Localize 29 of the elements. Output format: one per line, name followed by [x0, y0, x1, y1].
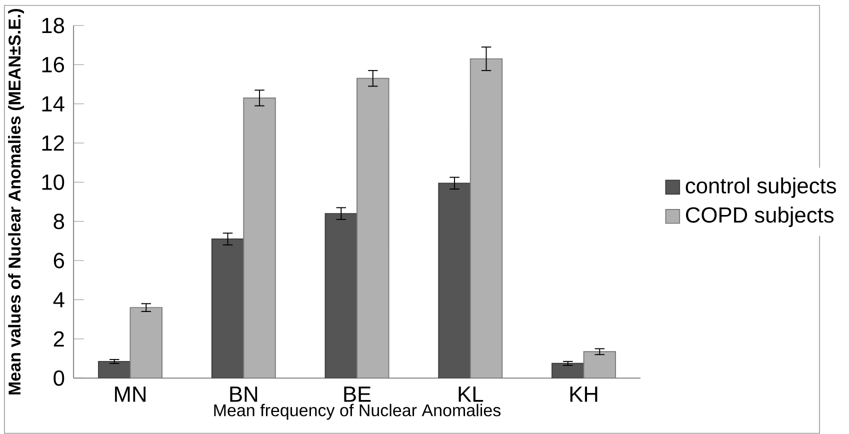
bar — [438, 182, 471, 378]
y-tick-label: 12 — [42, 135, 64, 151]
y-axis-title: Mean values of Nuclear Anomalies (MEAN±S.E.) — [8, 9, 24, 394]
x-tick-label: KH — [570, 386, 598, 402]
y-tick-label: 4 — [53, 292, 64, 308]
x-tick-label: KL — [458, 386, 484, 402]
y-tick-label: 2 — [54, 331, 64, 347]
bar — [98, 361, 131, 378]
bar — [324, 213, 358, 378]
y-tick-label: 8 — [54, 214, 64, 230]
y-tick-label: 16 — [42, 56, 64, 72]
bar — [470, 58, 503, 378]
legend-label: COPD subjects — [686, 206, 834, 228]
bar — [356, 78, 390, 378]
y-tick-label: 14 — [42, 96, 64, 112]
bar — [243, 98, 276, 378]
x-tick-label: BN — [230, 386, 258, 402]
y-tick-label: 18 — [42, 18, 64, 34]
bar — [211, 238, 244, 378]
x-axis-title: Mean frequency of Nuclear Anomalies — [214, 404, 501, 420]
x-tick-label: BE — [344, 386, 371, 402]
bar — [552, 362, 584, 378]
bar — [130, 307, 162, 378]
bar — [583, 351, 616, 378]
legend-label: control subjects — [686, 177, 836, 198]
y-tick-label: 0 — [54, 370, 64, 386]
y-tick-label: 6 — [54, 252, 64, 268]
x-tick-label: MN — [115, 386, 146, 402]
y-tick-label: 10 — [42, 174, 64, 190]
